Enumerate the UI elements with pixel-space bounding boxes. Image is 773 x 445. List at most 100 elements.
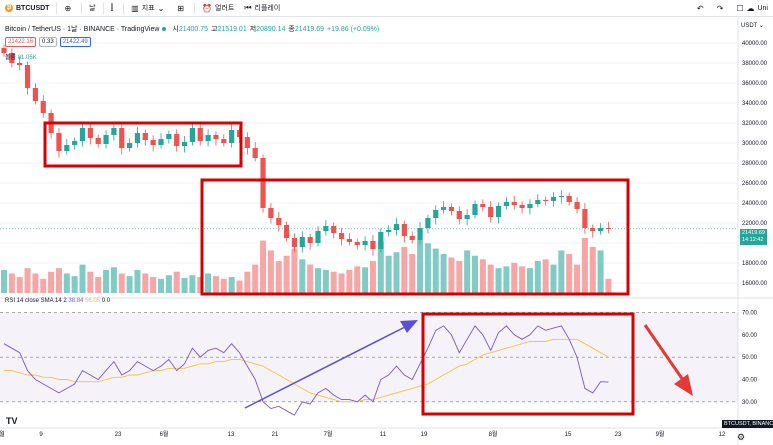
bitcoin-icon: ₿: [5, 4, 13, 12]
grid: [0, 18, 773, 445]
volume-bar: [605, 278, 612, 293]
layout-button[interactable]: ☐ ☁ Uni: [731, 0, 773, 17]
candle-body: [378, 232, 384, 249]
low-value: 20890.14: [256, 25, 286, 33]
candle-body: [244, 137, 250, 148]
candle-body: [189, 128, 195, 142]
candle-body: [362, 241, 368, 245]
sell-price-button[interactable]: 21422.16: [5, 37, 37, 47]
candle-body: [127, 143, 133, 148]
time-tick-label: 12: [719, 432, 726, 438]
alert-label: 얼러트: [215, 5, 235, 12]
volume-bar: [252, 264, 259, 293]
symbol-search[interactable]: ₿ BTCUSDT: [0, 0, 54, 17]
volume-bar: [409, 253, 416, 293]
close-value: 21419.69: [294, 25, 325, 33]
volume-bar: [236, 280, 243, 293]
currency-selector[interactable]: USDT ⌄: [741, 22, 764, 29]
candle-body: [24, 65, 31, 88]
candle-body: [1, 48, 7, 53]
volume-bar: [291, 248, 298, 293]
volume-bar: [134, 269, 141, 293]
candle-body: [495, 206, 502, 217]
price-tick-label: 32000.00: [742, 121, 768, 127]
candle-body: [260, 158, 266, 208]
candle-body: [32, 88, 38, 101]
candle-body: [550, 197, 557, 201]
undo-icon: ↶: [696, 3, 704, 13]
rsi-line: [3, 325, 609, 416]
candle-body: [543, 200, 549, 201]
buy-price-button[interactable]: 21422.49: [59, 37, 91, 47]
undo-button[interactable]: ↶: [692, 0, 712, 17]
time-tick-label: 23: [615, 432, 622, 438]
volume-bar: [40, 278, 47, 293]
candle-body: [166, 134, 172, 139]
alert-button[interactable]: ⏰ 얼러트: [197, 0, 239, 17]
gear-icon[interactable]: ⚙: [737, 432, 746, 442]
annotation-arrow-line: [643, 324, 685, 381]
rsi-tick-label: 40.00: [742, 377, 758, 383]
volume-bar: [346, 269, 353, 293]
price-tick-label: 34000.00: [742, 101, 768, 107]
volume-bar: [581, 238, 588, 293]
plus-circle-icon: ⊕: [64, 3, 72, 13]
candle-body: [9, 53, 15, 63]
volume-bar: [558, 250, 565, 293]
symbol-tag: BTCUSDT, BINANCE: [722, 420, 773, 428]
time-tick-label: 15: [565, 432, 572, 438]
chart-area[interactable]: 16000.0018000.0020000.0022000.0024000.00…: [0, 18, 773, 445]
toolbar-right: ↶ ↷ ☐ ☁ Uni: [692, 0, 773, 17]
time-tick-label: 11: [380, 432, 387, 438]
candle-body: [95, 138, 101, 144]
price-tick-label: 36000.00: [742, 81, 768, 87]
spread-value: 0.33: [39, 37, 57, 47]
volume-bar: [165, 275, 172, 293]
volume-bar: [456, 261, 463, 293]
candle-body: [40, 101, 46, 113]
candle-body: [433, 210, 439, 218]
volume-bar: [189, 275, 196, 293]
price-axis[interactable]: 16000.0018000.0020000.0022000.0024000.00…: [742, 41, 768, 287]
volume-bar: [267, 250, 274, 293]
annotation-box-rsi: [421, 312, 635, 416]
templates-button[interactable]: ⊞: [172, 0, 192, 17]
last-price-tag: 21419.69 14:12:42: [740, 229, 767, 245]
price-tick-label: 22000.00: [742, 221, 768, 227]
volume-bar: [244, 271, 251, 293]
candle-body: [409, 236, 415, 240]
replay-button[interactable]: ⏮ 리플레이: [239, 0, 285, 17]
volume-bar: [440, 253, 447, 293]
interval-button[interactable]: 날: [84, 0, 100, 17]
rsi-value: 38.84: [68, 298, 84, 304]
volume-label: 볼륨: [5, 55, 17, 61]
time-tick-label: 월: [0, 430, 5, 438]
last-price: 21419.69: [742, 230, 765, 236]
rsi-tick-label: 50.00: [742, 355, 758, 361]
tradingview-logo[interactable]: TV: [6, 416, 18, 426]
time-tick-label: 7월: [324, 430, 333, 438]
cloud-icon: ☁: [746, 3, 755, 13]
rsi-legend: RSI 14 close SMA 14 2 38.84 56.05 0 0: [5, 298, 110, 304]
chevron-down-icon: ⌄: [757, 23, 764, 29]
compare-button[interactable]: ⊕: [59, 0, 79, 17]
volume-bar: [377, 241, 384, 293]
time-tick-label: 23: [115, 432, 122, 438]
rsi-axis[interactable]: 30.00 40.00 50.00 60.00 70.00: [742, 310, 758, 405]
candle-body: [87, 128, 93, 138]
candle-body: [268, 208, 274, 218]
candle-body: [103, 135, 109, 144]
indicators-button[interactable]: ▥ 지표 ⌄: [126, 0, 172, 17]
candle-body: [605, 228, 612, 229]
interval-label: 날: [89, 5, 96, 12]
candle-body: [221, 139, 227, 143]
volume-bar: [95, 277, 102, 293]
volume-bar: [401, 246, 408, 293]
candle-body: [535, 200, 541, 204]
volume-bar: [534, 261, 541, 293]
redo-button[interactable]: ↷: [712, 0, 732, 17]
volume-bar: [1, 269, 7, 293]
time-axis[interactable]: 월 9 23 6월 13 21 7월 11 19 8월 15 23 9월 12: [0, 430, 726, 438]
top-toolbar: ₿ BTCUSDT ⊕ 날 ⫿ ▥ 지표 ⌄ ⊞ ⏰ 얼러트 ⏮ 리플레이 ↶ …: [0, 0, 773, 17]
chart-type-button[interactable]: ⫿: [106, 0, 122, 17]
